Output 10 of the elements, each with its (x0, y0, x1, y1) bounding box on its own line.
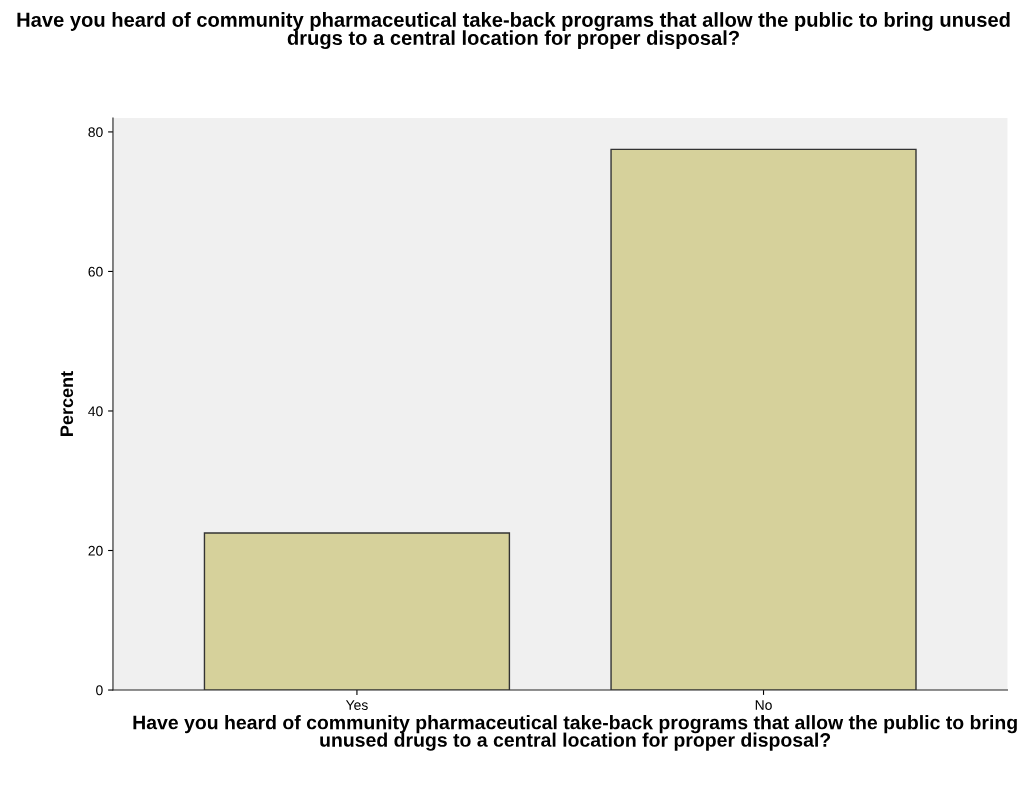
x-tick-label: Yes (345, 700, 368, 710)
chart-title: Have you heard of community pharmaceutical take-back programs that allow the public to bring unused drugs to a central location for proper disposal? (17, 12, 1010, 50)
y-tick-label: 40 (88, 406, 103, 417)
x-tick-label: No (755, 700, 772, 710)
y-tick-label: 0 (96, 685, 103, 696)
y-tick-label: 20 (88, 545, 103, 556)
y-axis-title: Percent (60, 371, 74, 436)
x-axis-title: Have you heard of community pharmaceutical take-back programs that allow the public to bring unused drugs to a central location for proper disposal? (133, 715, 1017, 751)
y-tick-label: 60 (88, 266, 103, 277)
y-tick-label: 80 (88, 127, 103, 138)
